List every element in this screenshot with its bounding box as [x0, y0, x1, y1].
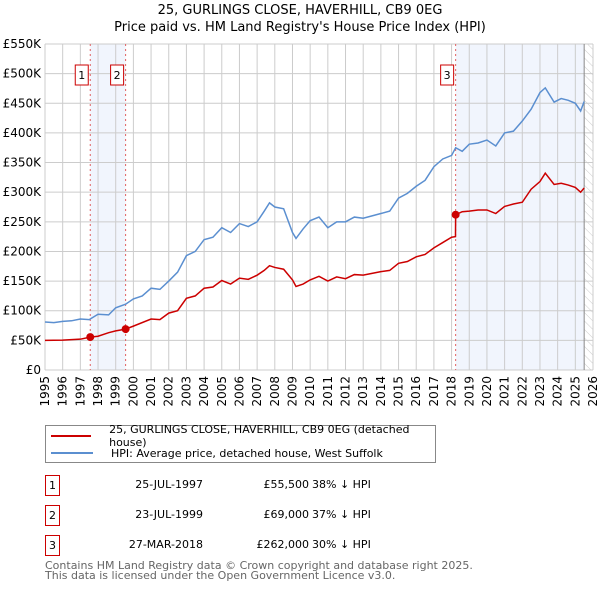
x-tick-label: 1996	[56, 376, 70, 407]
sale-hpi-diff: 37% ↓ HPI	[312, 508, 371, 521]
x-tick-label: 2021	[498, 376, 512, 407]
price-chart: £0 £50K £100K £150K £200K £250K £300K £350K £400…	[3, 37, 600, 407]
sale-label: 2	[114, 69, 121, 82]
sale-label: 3	[444, 69, 451, 82]
sale-date: 27-MAR-2018	[128, 538, 203, 551]
chart-title: 25, GURLINGS CLOSE, HAVERHILL, CB9 0EG Pr…	[0, 2, 600, 36]
x-tick-label: 2022	[515, 376, 529, 407]
title-line: 25, GURLINGS CLOSE, HAVERHILL, CB9 0EG	[157, 3, 443, 18]
footer-licence: This data is licensed under the Open Gov…	[45, 569, 396, 582]
subtitle-line: Price paid vs. HM Land Registry's House …	[114, 20, 486, 35]
sale-price: £55,500	[263, 478, 310, 491]
x-tick-label: 2005	[215, 376, 229, 407]
x-tick-label: 1997	[73, 376, 87, 407]
x-tick-label: 2020	[480, 376, 494, 407]
shaded-period	[455, 44, 585, 370]
legend-label: 25, GURLINGS CLOSE, HAVERHILL, CB9 0EG (…	[109, 423, 410, 449]
x-tick-label: 2024	[551, 376, 565, 407]
sale-point	[121, 325, 130, 334]
footer-copyright: Contains HM Land Registry data © Crown c…	[45, 559, 473, 572]
future-hatch	[584, 44, 593, 370]
x-tick-label: 2008	[268, 376, 282, 407]
y-tick-label: £0	[26, 363, 41, 377]
sale-label-box	[74, 64, 89, 86]
sale-hpi-diff: 30% ↓ HPI	[312, 538, 371, 551]
x-tick-label: 2012	[339, 376, 353, 407]
x-tick-label: 2007	[250, 376, 264, 407]
x-tick-label: 1999	[109, 376, 123, 407]
y-tick-label: £350K	[3, 156, 43, 170]
x-tick-label: 2014	[374, 376, 388, 407]
legend-item-property: 25, GURLINGS CLOSE, HAVERHILL, CB9 0EG (…	[51, 423, 435, 449]
sale-price: £69,000	[263, 508, 310, 521]
x-tick-label: 2025	[568, 376, 582, 407]
y-tick-label: £50K	[10, 333, 42, 347]
x-tick-label: 2006	[232, 376, 246, 407]
sale-row: 2 23-JUL-1999 £69,000 37% ↓ HPI	[45, 505, 445, 526]
legend-swatch-blue	[51, 452, 93, 454]
x-tick-label: 2003	[179, 376, 193, 407]
x-tick-label: 2013	[356, 376, 370, 407]
x-tick-label: 2015	[392, 376, 406, 407]
x-tick-label: 1995	[38, 376, 52, 407]
sale-date: 25-JUL-1997	[135, 478, 203, 491]
x-tick-label: 2010	[303, 376, 317, 407]
sale-label-box	[440, 64, 455, 86]
x-tick-label: 1998	[91, 376, 105, 407]
y-tick-label: £100K	[3, 304, 43, 318]
hpi-line	[44, 86, 585, 324]
x-tick-label: 2009	[285, 376, 299, 407]
x-tick-label: 2026	[586, 376, 600, 407]
footer: Contains HM Land Registry data © Crown c…	[45, 559, 473, 582]
sale-hpi-diff: 38% ↓ HPI	[312, 478, 371, 491]
sale-label-box	[110, 64, 125, 86]
y-tick-label: £150K	[3, 274, 43, 288]
y-tick-label: £400K	[3, 126, 43, 140]
property-price-line	[44, 171, 585, 342]
sale-point	[86, 333, 95, 342]
x-tick-label: 2018	[445, 376, 459, 407]
sale-row: 3 27-MAR-2018 £262,000 30% ↓ HPI	[45, 535, 445, 556]
legend-item-hpi: HPI: Average price, detached house, West…	[51, 445, 383, 461]
x-tick-label: 2004	[197, 376, 211, 407]
y-tick-label: £550K	[3, 37, 43, 51]
legend-label: HPI: Average price, detached house, West…	[111, 446, 383, 460]
x-tick-label: 2002	[162, 376, 176, 407]
sale-point	[451, 210, 460, 219]
legend: 25, GURLINGS CLOSE, HAVERHILL, CB9 0EG (…	[45, 423, 436, 463]
sale-marker-box: 1	[45, 475, 60, 496]
sale-date: 23-JUL-1999	[135, 508, 203, 521]
sale-row: 1 25-JUL-1997 £55,500 38% ↓ HPI	[45, 475, 445, 496]
y-tick-label: £500K	[3, 67, 43, 81]
x-tick-label: 2023	[533, 376, 547, 407]
sale-marker-box: 3	[45, 535, 60, 556]
y-tick-label: £250K	[3, 215, 43, 229]
y-tick-label: £300K	[3, 185, 43, 199]
shaded-period	[90, 44, 126, 370]
y-tick-label: £450K	[3, 96, 43, 110]
x-tick-label: 2016	[409, 376, 423, 407]
legend-swatch-red	[51, 435, 92, 437]
y-tick-label: £200K	[3, 244, 43, 258]
x-tick-label: 2017	[427, 376, 441, 407]
x-tick-label: 2011	[321, 376, 335, 407]
x-tick-label: 2000	[126, 376, 140, 407]
x-tick-label: 2001	[144, 376, 158, 407]
sale-marker-box: 2	[45, 505, 60, 526]
sale-label: 1	[78, 69, 85, 82]
sale-price: £262,000	[256, 538, 310, 551]
x-tick-label: 2019	[462, 376, 476, 407]
